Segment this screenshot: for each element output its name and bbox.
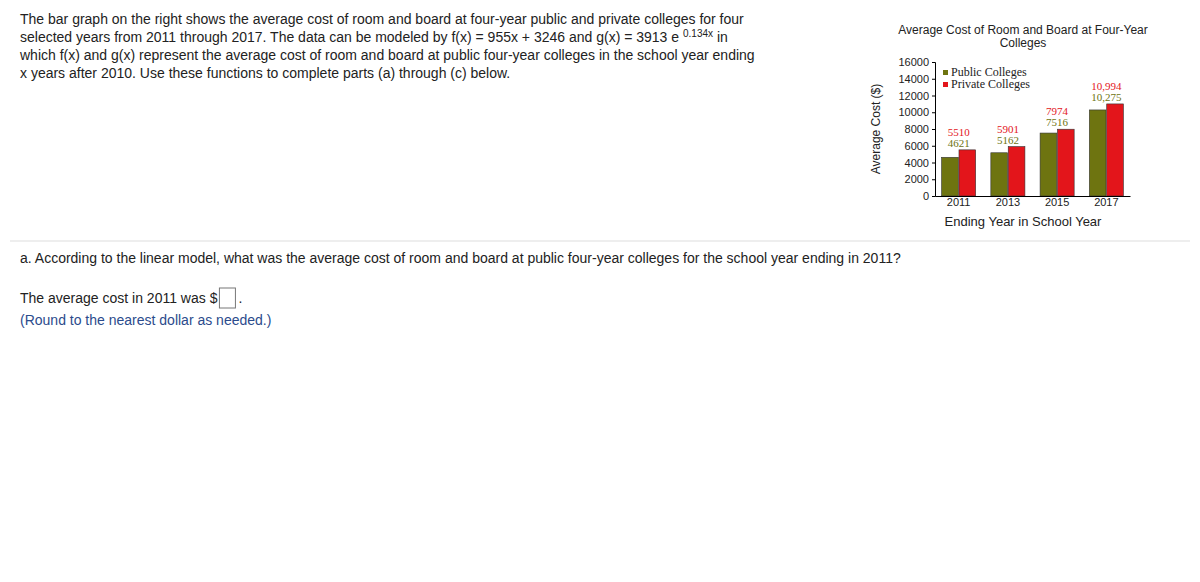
y-tick-mark xyxy=(932,112,935,113)
y-axis-line xyxy=(932,63,936,197)
x-tick: 2017 xyxy=(1094,196,1118,208)
legend: Public CollegesPrivate Colleges xyxy=(943,65,1030,91)
bar xyxy=(959,150,976,196)
bar xyxy=(1057,129,1074,196)
x-tick: 2015 xyxy=(1045,196,1069,208)
y-tick-mark xyxy=(932,79,935,80)
data-label: 5901 xyxy=(997,123,1019,135)
bar xyxy=(942,157,959,196)
chart: Average Cost of Room and Board at Four-Y… xyxy=(869,23,1148,229)
y-tick: 14000 xyxy=(898,73,935,85)
problem-line: The bar graph on the right shows the ave… xyxy=(20,11,744,27)
answer-input[interactable] xyxy=(219,288,235,308)
y-tick-mark xyxy=(932,196,935,197)
y-tick: 0 xyxy=(923,190,935,202)
answer-suffix: . xyxy=(238,290,242,306)
y-tick-label: 6000 xyxy=(905,140,929,152)
separator xyxy=(10,241,1190,242)
y-tick-mark xyxy=(932,62,935,63)
y-tick-mark xyxy=(932,96,935,97)
y-tick-label: 4000 xyxy=(905,157,929,169)
problem-line: selected years from 2011 through 2017. T… xyxy=(20,28,728,45)
answer-prefix: The average cost in 2011 was $ xyxy=(20,290,218,306)
y-tick: 12000 xyxy=(898,90,935,102)
x-tick-label: 2017 xyxy=(1094,196,1118,208)
chart-title: Average Cost of Room and Board at Four-Y… xyxy=(898,23,1147,37)
data-label: 7974 xyxy=(1046,105,1069,117)
text-span: in xyxy=(713,29,728,45)
data-label: 5510 xyxy=(948,126,971,138)
bars xyxy=(942,104,1124,196)
x-axis: 2011 2013 2015 2017 xyxy=(936,196,1131,208)
legend-swatch xyxy=(943,70,948,75)
legend-item: Private Colleges xyxy=(943,77,1030,91)
chart-title: Colleges xyxy=(1000,36,1047,50)
bar xyxy=(1107,104,1124,196)
y-tick: 16000 xyxy=(898,56,935,68)
y-tick: 2000 xyxy=(905,173,935,185)
data-label: 10,994 xyxy=(1091,80,1122,92)
x-axis-title: Ending Year in School Year xyxy=(945,214,1103,229)
y-tick: 8000 xyxy=(905,123,935,135)
bar xyxy=(1040,133,1057,196)
y-tick-label: 2000 xyxy=(905,173,929,185)
x-tick-label: 2013 xyxy=(996,196,1020,208)
problem-line: x years after 2010. Use these functions … xyxy=(20,65,510,81)
data-label: 5162 xyxy=(997,134,1019,146)
y-tick: 10000 xyxy=(898,106,935,118)
y-tick-mark xyxy=(932,179,935,180)
y-tick-label: 0 xyxy=(923,190,929,202)
x-tick-label: 2011 xyxy=(947,196,971,208)
y-tick-label: 12000 xyxy=(898,90,929,102)
y-tick: 4000 xyxy=(905,157,935,169)
y-tick-mark xyxy=(932,129,935,130)
data-label: 4621 xyxy=(948,137,970,149)
bar xyxy=(1089,110,1106,196)
problem-text: The bar graph on the right shows the ave… xyxy=(19,11,755,81)
data-label: 7516 xyxy=(1046,116,1069,128)
y-tick-label: 8000 xyxy=(905,123,929,135)
text-span: selected years from 2011 through 2017. T… xyxy=(20,29,683,45)
legend-label: Private Colleges xyxy=(951,77,1030,91)
problem-line: which f(x) and g(x) represent the averag… xyxy=(19,47,755,63)
y-tick-label: 16000 xyxy=(898,56,929,68)
superscript: 0.134x xyxy=(683,28,713,39)
x-tick-label: 2015 xyxy=(1045,196,1069,208)
y-axis: 0 2000 4000 6000 8000 10000 12000 14000 16000 xyxy=(898,56,935,202)
x-tick: 2011 xyxy=(947,196,971,208)
y-tick-label: 10000 xyxy=(898,106,929,118)
y-tick-label: 14000 xyxy=(898,73,929,85)
y-tick-mark xyxy=(932,146,935,147)
hint: (Round to the nearest dollar as needed.) xyxy=(20,312,271,328)
bar xyxy=(1008,147,1025,196)
data-label: 10,275 xyxy=(1091,91,1122,103)
bar xyxy=(991,153,1008,196)
y-axis-title: Average Cost ($) xyxy=(869,84,883,175)
part-a-question: a. According to the linear model, what w… xyxy=(20,250,901,266)
x-tick: 2013 xyxy=(996,196,1020,208)
y-tick-mark xyxy=(932,163,935,164)
y-tick: 6000 xyxy=(905,140,935,152)
page: The bar graph on the right shows the ave… xyxy=(0,0,1200,582)
legend-swatch xyxy=(943,82,948,87)
